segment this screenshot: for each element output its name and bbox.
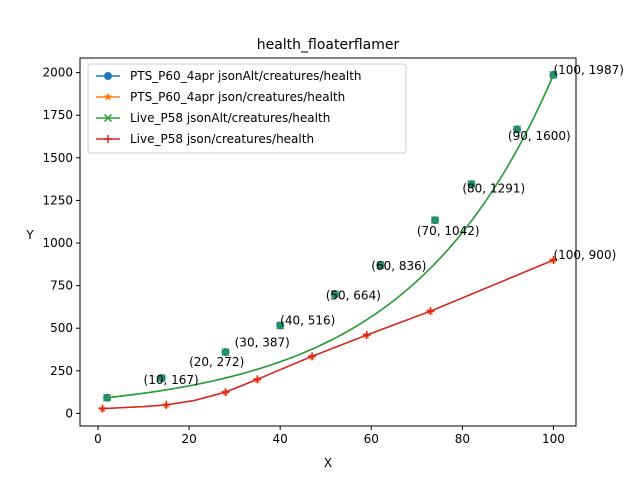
data-point-s3-0 [98,404,107,413]
series-line-2 [107,74,555,399]
data-point-s2-8 [512,125,522,134]
y-axis-label: Y [25,228,34,242]
data-point-s3-7 [549,256,558,265]
plot-area: (10, 167) (20, 272) (30, 387) (40, 516) (50,… [42,57,624,446]
y-tick-label: 1750 [42,108,73,122]
data-label: (70, 1042) [417,224,480,238]
data-point-s2-6 [431,216,440,225]
legend-box [87,63,407,154]
data-point-s2-2 [221,348,230,357]
data-label: (100, 900) [553,248,616,262]
legend-entry-1: PTS_P60_4apr json/creatures/health [130,90,345,104]
data-label: (50, 664) [326,288,381,302]
data-point-s3-5 [362,331,371,340]
x-tick-label: 20 [181,432,196,446]
y-tick-label: 250 [50,364,73,378]
data-point-s2-5 [376,261,385,270]
y-tick-label: 750 [50,279,73,293]
x-tick-label: 0 [94,432,102,446]
x-tick-label: 40 [273,432,288,446]
data-label: (80, 1291) [462,181,525,195]
y-tick-label: 1500 [42,151,73,165]
x-axis-label: X [324,456,332,470]
data-point-s2-4 [330,290,339,299]
y-tick-label: 500 [50,321,73,335]
y-tick-label: 1000 [42,236,73,250]
chart-title: health_floaterflamer [257,37,400,53]
y-tick-label: 1250 [42,193,73,207]
data-label: (90, 1600) [508,129,571,143]
legend-marker-3 [104,135,112,143]
x-tick-label: 80 [455,432,470,446]
data-point-s2-1 [157,374,166,383]
data-point-s2-0 [103,393,112,402]
x-tick-label: 100 [542,432,565,446]
data-point-s2-9 [549,70,558,79]
legend-marker-0 [104,72,112,80]
data-label: (20, 272) [189,355,244,369]
data-label: (60, 836) [371,259,426,273]
x-tick-label: 60 [364,432,379,446]
legend-entry-2: Live_P58 jsonAlt/creatures/health [130,111,330,125]
data-point-s3-2 [221,388,230,397]
legend-entry-0: PTS_P60_4apr jsonAlt/creatures/health [130,69,362,83]
axes-frame [79,57,577,427]
legend-marker-1 [103,92,113,101]
legend: PTS_P60_4apr jsonAlt/creatures/health PTS… [87,63,407,154]
data-label: (10, 167) [144,373,199,387]
data-label: (100, 1987) [553,63,623,77]
data-point-s2-3 [276,321,285,330]
series-line-3 [102,259,554,410]
data-point-s3-3 [253,375,262,384]
data-label: (30, 387) [235,335,290,349]
y-tick-label: 2000 [42,66,73,80]
y-tick-label: 0 [65,406,73,420]
data-point-s3-4 [308,352,317,361]
legend-marker-2 [103,113,113,123]
data-point-s3-1 [162,400,171,409]
legend-entry-3: Live_P58 json/creatures/health [130,132,314,146]
data-label: (40, 516) [280,313,335,327]
data-point-s2-7 [467,180,476,189]
data-point-s3-6 [426,307,435,316]
